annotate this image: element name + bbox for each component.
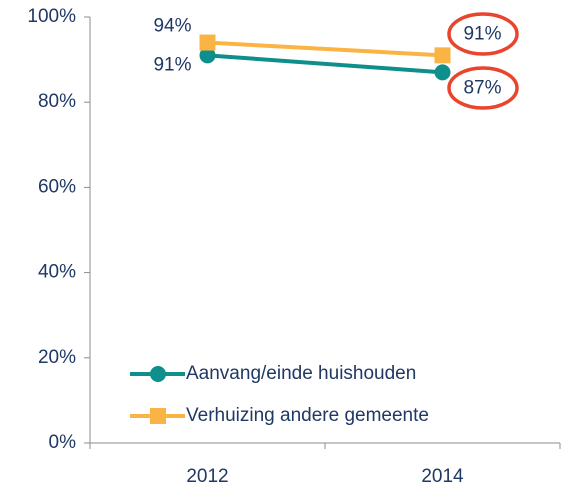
y-tick-label: 80%	[38, 91, 76, 112]
legend-marker	[150, 366, 166, 382]
legend-label: Verhuizing andere gemeente	[186, 405, 429, 426]
x-tick-label: 2012	[186, 466, 228, 487]
data-label: 91%	[153, 54, 191, 75]
series-line	[207, 40, 443, 58]
legend-label: Aanvang/einde huishouden	[186, 363, 416, 384]
y-tick-label: 0%	[49, 432, 77, 453]
series-line	[207, 53, 443, 75]
y-tick-label: 60%	[38, 176, 76, 197]
highlight-circle	[447, 66, 519, 110]
marker	[199, 47, 216, 64]
marker	[434, 47, 451, 64]
x-tick-label: 2014	[421, 466, 464, 487]
y-tick-label: 20%	[38, 347, 76, 368]
legend-marker	[150, 408, 166, 424]
y-tick-label: 40%	[38, 262, 76, 283]
data-label: 87%	[463, 77, 501, 98]
highlight-circle	[447, 12, 519, 56]
marker	[434, 64, 451, 81]
marker	[199, 34, 216, 51]
data-label: 91%	[463, 23, 501, 44]
data-label: 94%	[153, 16, 191, 37]
y-tick-label: 100%	[27, 6, 76, 27]
